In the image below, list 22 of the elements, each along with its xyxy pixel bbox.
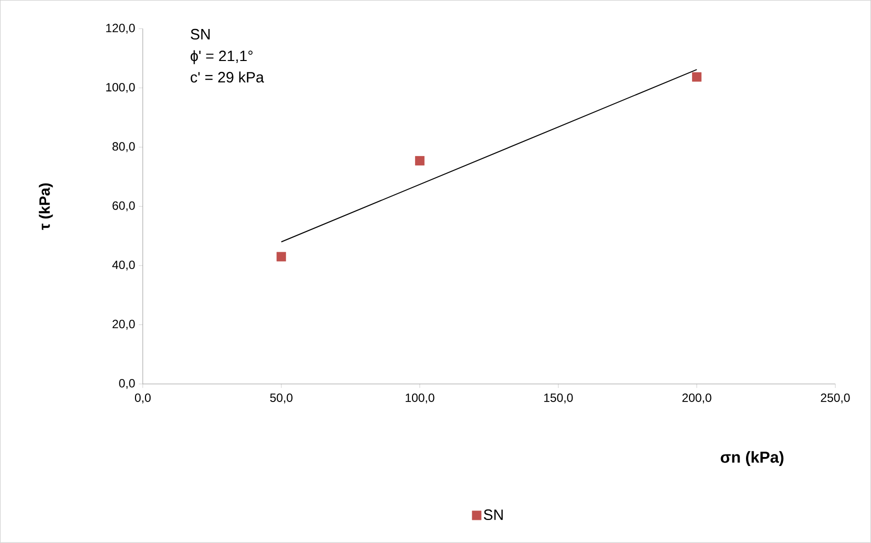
point <box>276 252 286 262</box>
x-tick-label: 50,0 <box>270 394 292 404</box>
point <box>415 156 424 166</box>
x-axis-title: σn (kPa) <box>720 451 784 466</box>
x-tick-label: 0,0 <box>134 394 151 404</box>
annotation: ϕ' = 21,1° <box>190 50 253 64</box>
x-tick-label: 200,0 <box>682 394 712 404</box>
y-axis-title: τ (kPa) <box>38 184 53 230</box>
x-tick-label: 150,0 <box>544 394 573 404</box>
annotation: c' = 29 kPa <box>190 72 264 83</box>
annotation: SN <box>190 29 210 40</box>
y-tick-label: 60,0 <box>112 202 135 212</box>
y-tick-label: 80,0 <box>112 142 135 152</box>
legend-label: SN <box>484 510 503 520</box>
y-tick-label: 120,0 <box>106 24 135 34</box>
x-tick-label: 250,0 <box>820 394 850 404</box>
x-tick-label: 100,0 <box>406 394 434 404</box>
y-tick-label: 40,0 <box>112 260 135 271</box>
y-tick-label: 20,0 <box>112 320 135 330</box>
y-tick-label: 100,0 <box>106 83 135 93</box>
point <box>692 72 702 82</box>
y-tick-label: 0,0 <box>119 379 135 390</box>
